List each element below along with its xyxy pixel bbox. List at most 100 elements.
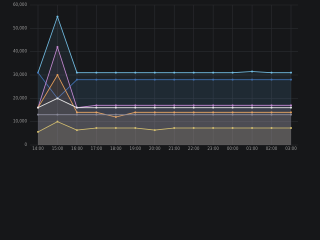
point — [75, 113, 78, 116]
point — [95, 113, 98, 116]
series-line — [37, 121, 291, 133]
y-tick-label: 50,000 — [13, 25, 27, 30]
point — [114, 116, 117, 118]
point — [173, 126, 176, 129]
point — [95, 111, 98, 114]
series-area — [38, 16, 291, 145]
point — [270, 71, 273, 74]
point — [192, 106, 195, 109]
x-tick-label: 17:00 — [91, 146, 103, 151]
point — [212, 111, 215, 114]
point — [153, 104, 156, 107]
point — [134, 71, 137, 74]
point — [37, 106, 39, 109]
point — [134, 78, 137, 81]
point — [75, 129, 78, 132]
point — [231, 78, 234, 81]
point — [75, 78, 78, 81]
x-tick-label: 14:00 — [32, 146, 44, 151]
point — [231, 104, 234, 107]
point — [212, 126, 215, 129]
point — [37, 113, 39, 116]
point — [231, 111, 234, 114]
point — [114, 104, 117, 107]
point — [134, 113, 137, 116]
point — [290, 104, 292, 107]
series-line — [37, 97, 291, 109]
x-tick-label: 01:00 — [246, 146, 258, 151]
point — [153, 78, 156, 81]
x-tick-label: 03:00 — [285, 146, 297, 151]
point — [153, 106, 156, 109]
point — [212, 106, 215, 109]
series-area — [38, 114, 291, 145]
series-area — [38, 98, 291, 145]
point — [37, 130, 39, 133]
point — [290, 71, 292, 74]
series-line — [37, 74, 291, 118]
point — [270, 78, 273, 81]
y-tick-label: 0 — [24, 142, 27, 147]
point — [231, 106, 234, 109]
point — [153, 111, 156, 114]
point — [192, 104, 195, 107]
point — [270, 106, 273, 109]
point — [114, 78, 117, 81]
point — [212, 78, 215, 81]
point — [134, 126, 137, 129]
point — [290, 126, 292, 129]
point — [75, 106, 78, 109]
point — [173, 111, 176, 114]
point — [114, 106, 117, 109]
x-tick-label: 16:00 — [71, 146, 83, 151]
point — [56, 74, 59, 76]
point — [134, 111, 137, 114]
point — [56, 120, 59, 123]
point — [270, 113, 273, 116]
point — [114, 71, 117, 74]
y-tick-label: 10,000 — [13, 119, 27, 124]
point — [153, 113, 156, 116]
point — [56, 97, 59, 100]
x-tick-label: 15:00 — [52, 146, 64, 151]
point — [212, 71, 215, 74]
point — [173, 71, 176, 74]
y-tick-label: 40,000 — [13, 49, 27, 54]
series-line — [37, 15, 291, 74]
chart: 0 10,000 20,000 30,000 40,000 50,000 60,000 14:… — [0, 0, 300, 152]
series-area — [38, 72, 291, 145]
y-tick-label: 20,000 — [13, 95, 27, 100]
point — [251, 126, 254, 129]
point — [173, 78, 176, 81]
point — [231, 71, 234, 74]
point — [173, 106, 176, 109]
point — [153, 129, 156, 132]
point — [251, 106, 254, 109]
point — [270, 126, 273, 129]
point — [270, 104, 273, 107]
point — [251, 70, 254, 73]
point — [251, 78, 254, 81]
point — [134, 106, 137, 109]
x-tick-label: 02:00 — [266, 146, 278, 151]
y-tick-label: 30,000 — [13, 72, 27, 77]
point — [192, 71, 195, 74]
y-tick-label: 60,000 — [13, 2, 27, 7]
point — [212, 104, 215, 107]
x-tick-label: 00:00 — [227, 146, 239, 151]
point — [75, 71, 78, 74]
series-line — [37, 72, 291, 99]
point — [251, 104, 254, 107]
series-area — [38, 75, 291, 145]
x-tick-label: 22:00 — [188, 146, 200, 151]
point — [153, 71, 156, 74]
x-tick-label: 19:00 — [130, 146, 142, 151]
point — [290, 113, 292, 116]
point — [173, 113, 176, 116]
x-tick-label: 21:00 — [168, 146, 180, 151]
background — [0, 0, 300, 152]
point — [192, 113, 195, 116]
series-area — [38, 47, 291, 145]
point — [290, 78, 292, 81]
point — [290, 106, 292, 109]
